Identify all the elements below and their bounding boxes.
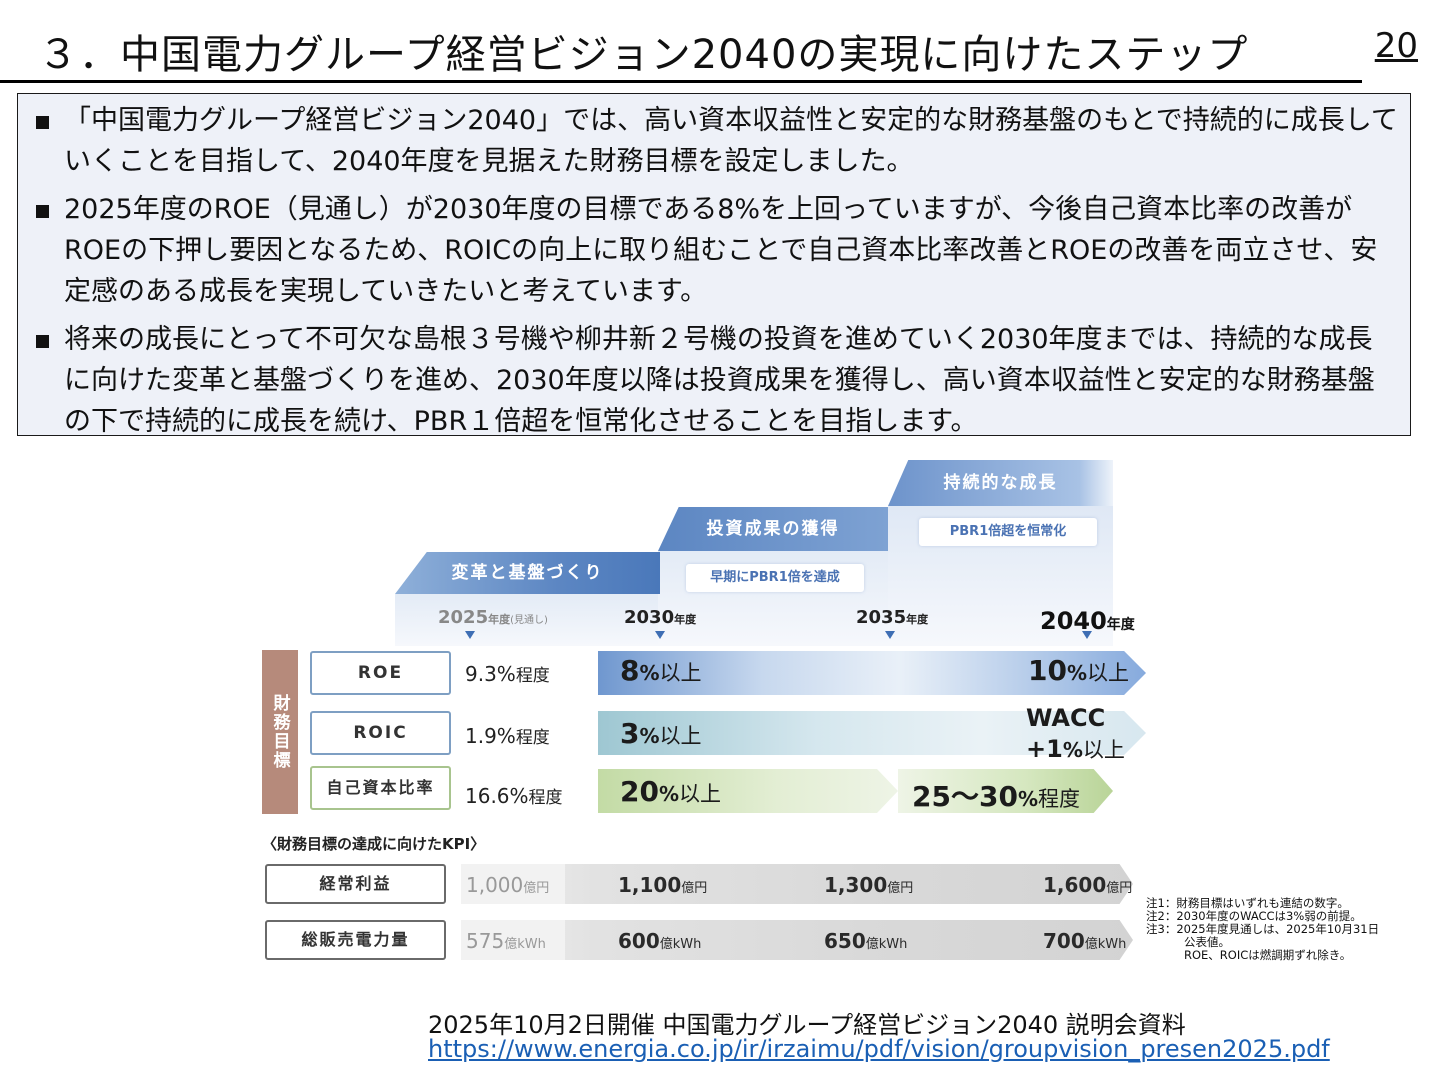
summary-bullet: 2025年度のROE（見通し）が2030年度の目標である8%を上回っていますが、… (32, 189, 1398, 312)
equity-ratio-bar-2040 (898, 769, 1113, 813)
kpi-heading: 〈財務目標の達成に向けたKPI〉 (262, 835, 486, 853)
roe-2040-target: 10%以上 (1028, 654, 1130, 687)
roic-current: 1.9%程度 (465, 724, 550, 748)
total-electricity-sales-2035: 650億kWh (824, 929, 908, 953)
year-label-2035: 2035年度 (856, 607, 929, 628)
stage-3-header: 持続的な成長 (888, 460, 1113, 506)
page-number: 20 (1374, 26, 1418, 66)
note-line: 公表値。 (1184, 935, 1230, 949)
stage-2-goal: 早期にPBR1倍を達成 (686, 564, 864, 592)
year-marker-icon (1082, 631, 1092, 639)
ordinary-profit-2035: 1,300億円 (824, 873, 914, 897)
note-line: ROE、ROICは燃調期ずれ除き。 (1184, 948, 1352, 962)
stage-2-header: 投資成果の獲得 (658, 507, 888, 551)
year-label-2025: 2025年度(見通し) (438, 607, 548, 628)
ordinary-profit-bar (461, 864, 1133, 904)
figure-notes: 注1：財務目標はいずれも連結の数字。 注2：2030年度のWACCは3%弱の前提… (1146, 897, 1379, 962)
roe-label: ROE (310, 651, 451, 695)
equity-ratio-current: 16.6%程度 (465, 784, 563, 808)
summary-bullet: 将来の成長にとって不可欠な島根３号機や柳井新２号機の投資を進めていく2030年度… (32, 319, 1398, 442)
year-marker-icon (885, 631, 895, 639)
roe-2030-target: 8%以上 (620, 654, 702, 687)
page-title: ３．中国電力グループ経営ビジョン2040の実現に向けたステップ (38, 32, 1249, 78)
ordinary-profit-2040: 1,600億円 (1043, 873, 1133, 897)
note-line: 注1：財務目標はいずれも連結の数字。 (1146, 896, 1349, 910)
ordinary-profit-current-cell (461, 864, 565, 904)
source-link[interactable]: https://www.energia.co.jp/ir/irzaimu/pdf… (428, 1035, 1330, 1063)
roe-bar (598, 651, 1146, 695)
total-electricity-sales-2040: 700億kWh (1043, 929, 1127, 953)
total-electricity-sales-label: 総販売電力量 (265, 920, 446, 960)
total-electricity-sales-bar (461, 920, 1133, 960)
roic-bar (598, 711, 1146, 755)
ordinary-profit-2025: 1,000億円 (466, 873, 550, 897)
note-line: 注3：2025年度見通しは、2025年10月31日 (1146, 922, 1380, 936)
equity-ratio-label: 自己資本比率 (310, 766, 451, 810)
ordinary-profit-label: 経常利益 (265, 864, 446, 904)
title-divider (0, 80, 1362, 83)
total-electricity-sales-2030: 600億kWh (618, 929, 702, 953)
roe-current: 9.3%程度 (465, 662, 550, 686)
summary-box: 「中国電力グループ経営ビジョン2040」では、高い資本収益性と安定的な財務基盤の… (17, 93, 1411, 437)
year-label-2040: 2040年度 (1040, 607, 1135, 635)
year-label-2030: 2030年度 (624, 607, 697, 628)
roic-label: ROIC (310, 711, 451, 755)
year-marker-icon (655, 631, 665, 639)
stage-1-header: 変革と基盤づくり (395, 552, 660, 594)
equity-ratio-current-cell (458, 769, 598, 813)
summary-bullet: 「中国電力グループ経営ビジョン2040」では、高い資本収益性と安定的な財務基盤の… (32, 100, 1398, 182)
equity-ratio-bar-2030 (598, 769, 898, 813)
financial-targets-category: 財務目標 (262, 650, 298, 814)
year-marker-icon (465, 631, 475, 639)
roic-2030-target: 3%以上 (620, 717, 702, 750)
total-electricity-sales-2025: 575億kWh (466, 929, 546, 953)
total-electricity-sales-current-cell (461, 920, 565, 960)
note-line: 注2：2030年度のWACCは3%弱の前提。 (1146, 909, 1362, 923)
stage-background (395, 594, 660, 646)
roic-2040-target: WACC +1%以上 (1026, 704, 1125, 763)
financial-targets-figure: 変革と基盤づくり 投資成果の獲得 持続的な成長 早期にPBR1倍を達成 PBR1… (262, 455, 1152, 975)
source-caption: 2025年10月2日開催 中国電力グループ経営ビジョン2040 説明会資料 (428, 1011, 1186, 1039)
equity-ratio-2030-target: 20%以上 (620, 775, 722, 808)
ordinary-profit-2030: 1,100億円 (618, 873, 708, 897)
equity-ratio-2040-target: 25～30%程度 (912, 780, 1080, 813)
stage-3-goal: PBR1倍超を恒常化 (919, 518, 1097, 546)
